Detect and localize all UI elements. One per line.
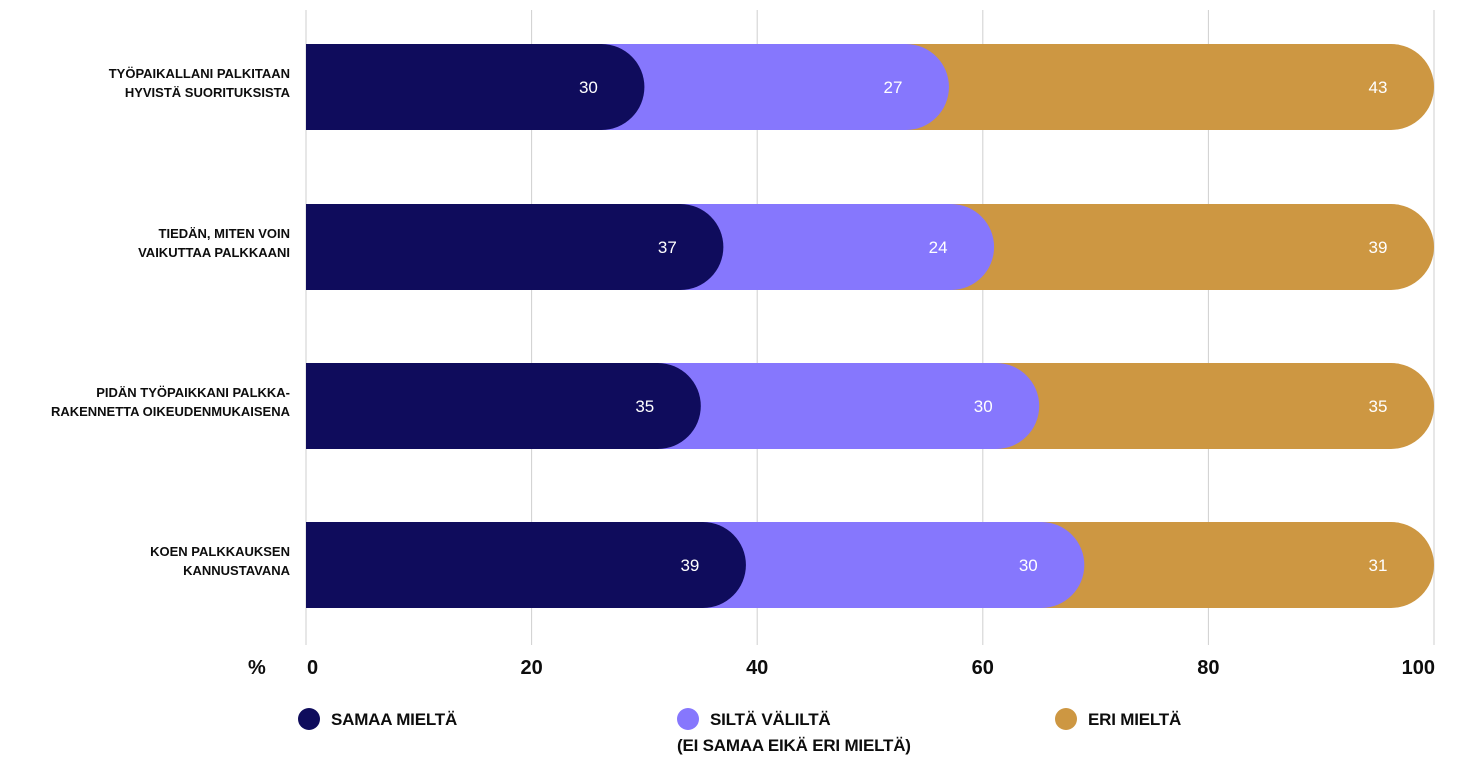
bar-segment xyxy=(306,522,746,608)
bar-segment xyxy=(702,522,1085,608)
x-tick-label: 20 xyxy=(520,657,542,679)
value-label: 30 xyxy=(579,78,598,97)
x-tick-label: 40 xyxy=(746,657,768,679)
category-label: KANNUSTAVANA xyxy=(183,563,290,578)
bar-segment xyxy=(306,363,701,449)
value-label: 30 xyxy=(1019,556,1038,575)
value-label: 39 xyxy=(680,556,699,575)
value-label: 30 xyxy=(974,397,993,416)
category-labels: TYÖPAIKALLANI PALKITAAN HYVISTÄ SUORITUKS… xyxy=(51,66,291,578)
category-label: TYÖPAIKALLANI PALKITAAN xyxy=(109,66,290,81)
x-unit-label: % xyxy=(248,657,266,679)
bar-segment xyxy=(601,44,949,130)
bar-segment xyxy=(1041,522,1434,608)
category-label: HYVISTÄ SUORITUKSISTA xyxy=(125,85,291,100)
value-label: 27 xyxy=(883,78,902,97)
bars xyxy=(306,44,1434,608)
category-label: VAIKUTTAA PALKKAANI xyxy=(138,245,290,260)
x-tick-label: 100 xyxy=(1402,657,1435,679)
value-label: 43 xyxy=(1369,78,1388,97)
bar-segment xyxy=(996,363,1434,449)
bar-segment xyxy=(306,204,724,290)
x-axis: % 0 20 40 60 80 100 xyxy=(248,657,1435,679)
value-label: 24 xyxy=(929,238,948,257)
bar-segment xyxy=(951,204,1434,290)
category-label: TIEDÄN, MITEN VOIN xyxy=(159,226,290,241)
category-label: RAKENNETTA OIKEUDENMUKAISENA xyxy=(51,404,291,419)
legend-label: ERI MIELTÄ xyxy=(1088,710,1182,729)
legend-label-subtitle: (EI SAMAA EIKÄ ERI MIELTÄ) xyxy=(677,736,911,755)
value-label: 37 xyxy=(658,238,677,257)
value-label: 39 xyxy=(1369,238,1388,257)
bar-segment xyxy=(306,44,645,130)
category-label: PIDÄN TYÖPAIKKANI PALKKA- xyxy=(96,385,290,400)
legend-label: SAMAA MIELTÄ xyxy=(331,710,458,729)
bar-segment xyxy=(905,44,1434,130)
x-tick-label: 0 xyxy=(307,657,318,679)
category-label: KOEN PALKKAUKSEN xyxy=(150,544,290,559)
value-label: 35 xyxy=(635,397,654,416)
legend-swatch-icon xyxy=(1055,708,1077,730)
x-tick-label: 60 xyxy=(972,657,994,679)
x-tick-label: 80 xyxy=(1197,657,1219,679)
value-label: 31 xyxy=(1369,556,1388,575)
value-labels: 30 27 43 37 24 39 35 30 35 39 30 31 xyxy=(579,78,1388,575)
legend-swatch-icon xyxy=(677,708,699,730)
legend-item-silta-valilta: SILTÄ VÄLILTÄ (EI SAMAA EIKÄ ERI MIELTÄ) xyxy=(677,707,911,759)
bar-segment xyxy=(680,204,995,290)
legend-item-eri-mielta: ERI MIELTÄ xyxy=(1055,707,1181,733)
legend-swatch-icon xyxy=(298,708,320,730)
legend-label: SILTÄ VÄLILTÄ xyxy=(710,710,831,729)
value-label: 35 xyxy=(1369,397,1388,416)
bar-segment xyxy=(657,363,1040,449)
legend-item-samaa-mielta: SAMAA MIELTÄ xyxy=(298,707,457,733)
